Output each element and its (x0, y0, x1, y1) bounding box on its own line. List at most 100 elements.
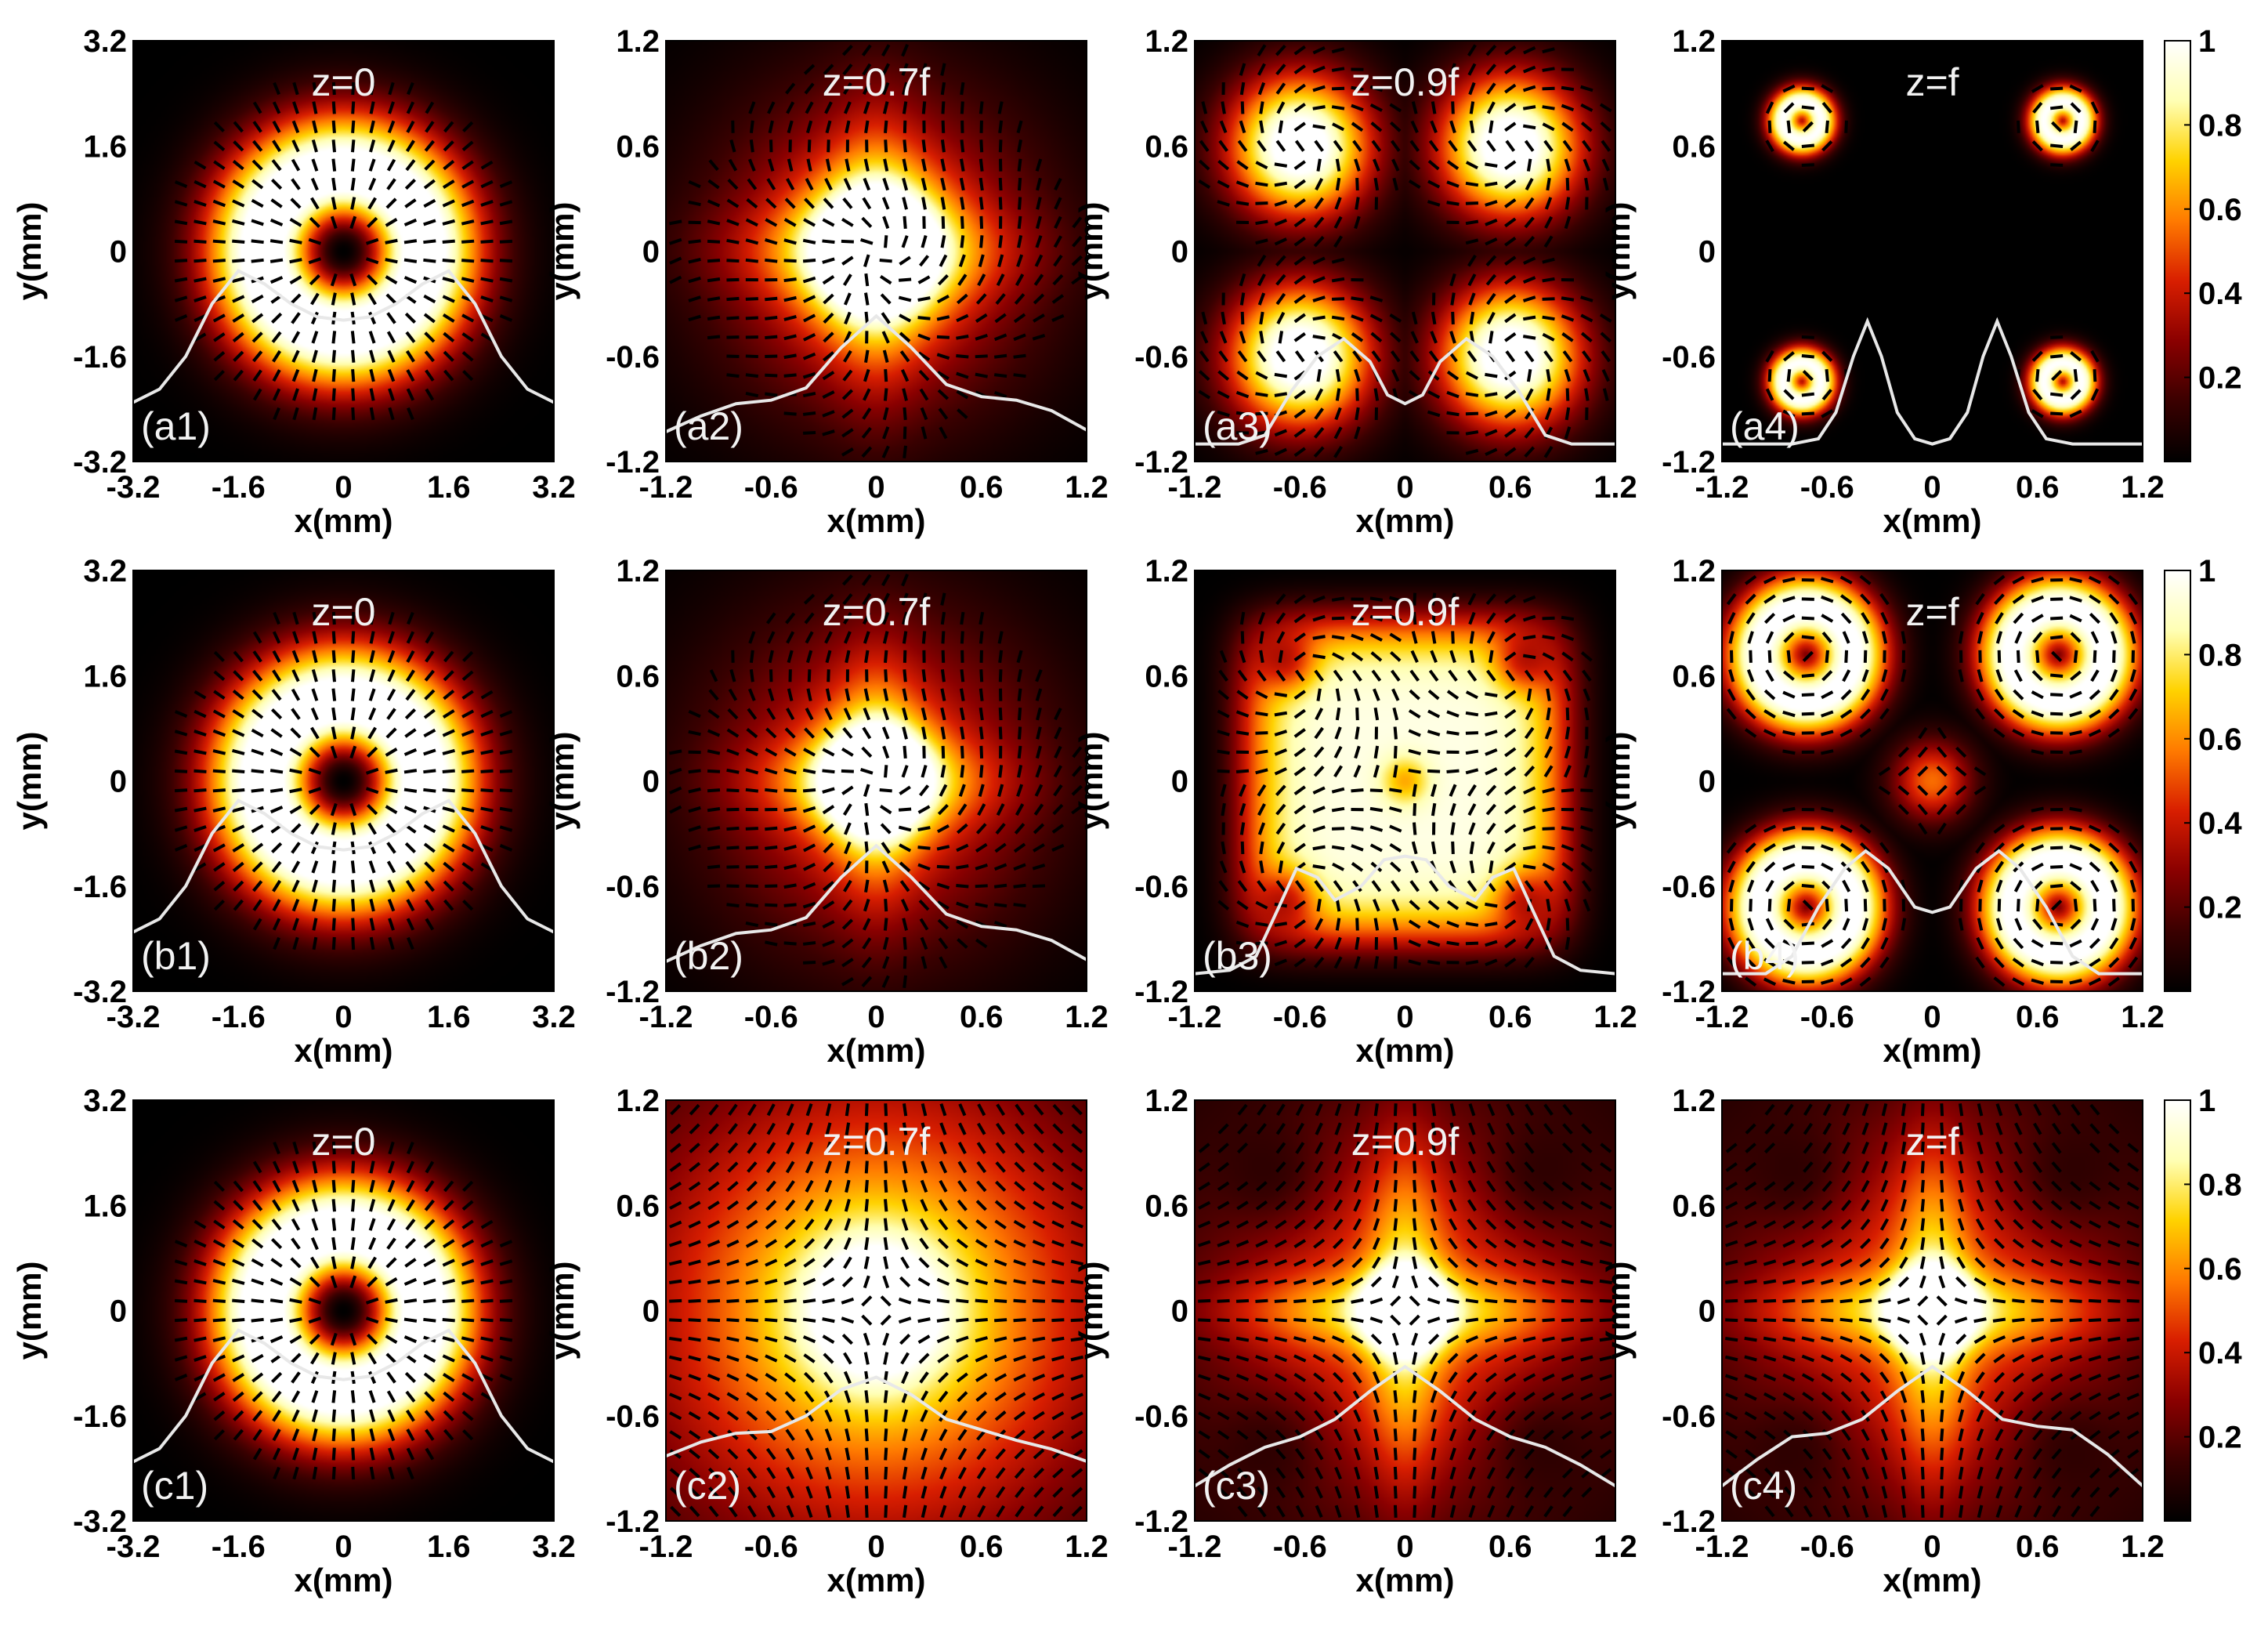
vector-mark (902, 407, 907, 421)
vector-mark (1544, 197, 1553, 210)
vector-mark (1504, 274, 1517, 285)
vector-mark (939, 1486, 947, 1499)
vector-mark (461, 709, 475, 719)
vector-mark (1236, 370, 1249, 381)
vector-mark (1293, 651, 1306, 662)
vector-mark (252, 1428, 262, 1441)
vector-mark (958, 1504, 967, 1518)
vector-mark (1975, 1371, 1985, 1384)
vector-mark (688, 787, 701, 794)
vector-mark (1373, 745, 1380, 759)
vector-mark (1725, 1142, 1738, 1153)
vector-mark (1899, 1237, 1908, 1251)
vector-mark (1881, 1103, 1888, 1117)
vector-mark (1564, 215, 1572, 230)
x-tick-label: -1.2 (1695, 470, 1749, 505)
vector-mark (1525, 918, 1534, 931)
vector-mark (1293, 64, 1306, 74)
x-tick-label: 0.6 (960, 1530, 1004, 1564)
vector-mark (1274, 1373, 1287, 1382)
vector-mark (1746, 669, 1755, 683)
vector-mark (290, 1352, 302, 1364)
z-label-c2: z=0.7f (823, 1120, 931, 1164)
vector-mark (480, 1392, 494, 1402)
vector-mark (861, 44, 872, 56)
vector-mark (1957, 1390, 1965, 1403)
x-tick-label: -1.2 (639, 1530, 693, 1564)
vector-mark (1408, 729, 1421, 737)
vector-mark (805, 1141, 813, 1155)
vector-mark (1239, 860, 1246, 874)
vector-mark (1431, 841, 1437, 855)
vector-mark (1599, 1279, 1612, 1284)
vector-mark (2050, 884, 2064, 889)
vector-mark (312, 81, 318, 96)
vector-mark (726, 1239, 740, 1248)
vector-mark (442, 842, 455, 853)
vector-mark (1468, 1504, 1476, 1519)
vector-mark (403, 769, 418, 774)
vector-mark (369, 407, 375, 421)
vector-mark (1958, 1466, 1964, 1480)
vector-mark (1880, 1199, 1889, 1212)
vector-mark (1725, 1392, 1738, 1401)
vector-mark (2050, 711, 2064, 716)
heatmap-b1 (133, 570, 554, 991)
vector-mark (1763, 1220, 1777, 1229)
vector-mark (975, 1258, 988, 1267)
vector-mark (1583, 158, 1591, 172)
vector-mark (786, 178, 795, 191)
vector-mark (1312, 806, 1326, 813)
vector-mark (368, 331, 376, 344)
vector-mark (1293, 428, 1306, 438)
vector-mark (1821, 1160, 1832, 1174)
vector-mark (766, 1486, 776, 1499)
vector-mark (1410, 650, 1419, 663)
z-label-c4: z=f (1905, 1120, 1959, 1164)
vector-mark (1561, 332, 1574, 342)
vector-mark (1017, 707, 1022, 721)
vector-mark (443, 331, 455, 342)
vector-mark (1504, 370, 1517, 381)
vector-mark (407, 1466, 414, 1480)
vector-mark (1821, 730, 1834, 737)
vector-mark (2108, 842, 2120, 853)
vector-mark (1977, 1103, 1984, 1117)
vector-mark (232, 199, 245, 208)
vector-mark (1801, 392, 1815, 397)
vector-mark (1413, 1103, 1417, 1117)
vector-mark (1354, 956, 1361, 969)
vector-mark (766, 708, 776, 720)
vector-mark (975, 884, 988, 889)
vector-mark (917, 881, 931, 891)
vector-mark (1295, 1122, 1304, 1135)
vector-mark (1782, 409, 1796, 418)
vector-mark (1256, 1181, 1268, 1192)
vector-mark (765, 1180, 776, 1193)
vector-mark (1446, 710, 1460, 718)
vector-mark (921, 139, 927, 153)
vector-mark (1901, 1103, 1906, 1117)
vector-mark (975, 938, 988, 949)
vector-mark (2073, 368, 2078, 382)
vector-mark (480, 862, 494, 872)
vector-mark (1801, 693, 1814, 697)
vector-mark (1782, 577, 1796, 583)
y-tick-label: 0 (110, 235, 127, 270)
vector-mark (233, 1180, 244, 1193)
vector-mark (707, 1336, 721, 1342)
vector-mark (1201, 101, 1208, 114)
vector-mark (1427, 410, 1441, 418)
vector-mark (748, 101, 756, 114)
vector-mark (194, 709, 207, 719)
vector-mark (957, 1199, 968, 1211)
vector-mark (1784, 1103, 1794, 1116)
vector-mark (388, 918, 395, 931)
vector-mark (884, 1141, 888, 1155)
vector-mark (1427, 179, 1441, 189)
vector-mark (1278, 331, 1284, 344)
vector-mark (251, 1317, 264, 1323)
vector-mark (1013, 313, 1026, 324)
vector-mark (1485, 1391, 1497, 1403)
vector-mark (405, 689, 416, 701)
